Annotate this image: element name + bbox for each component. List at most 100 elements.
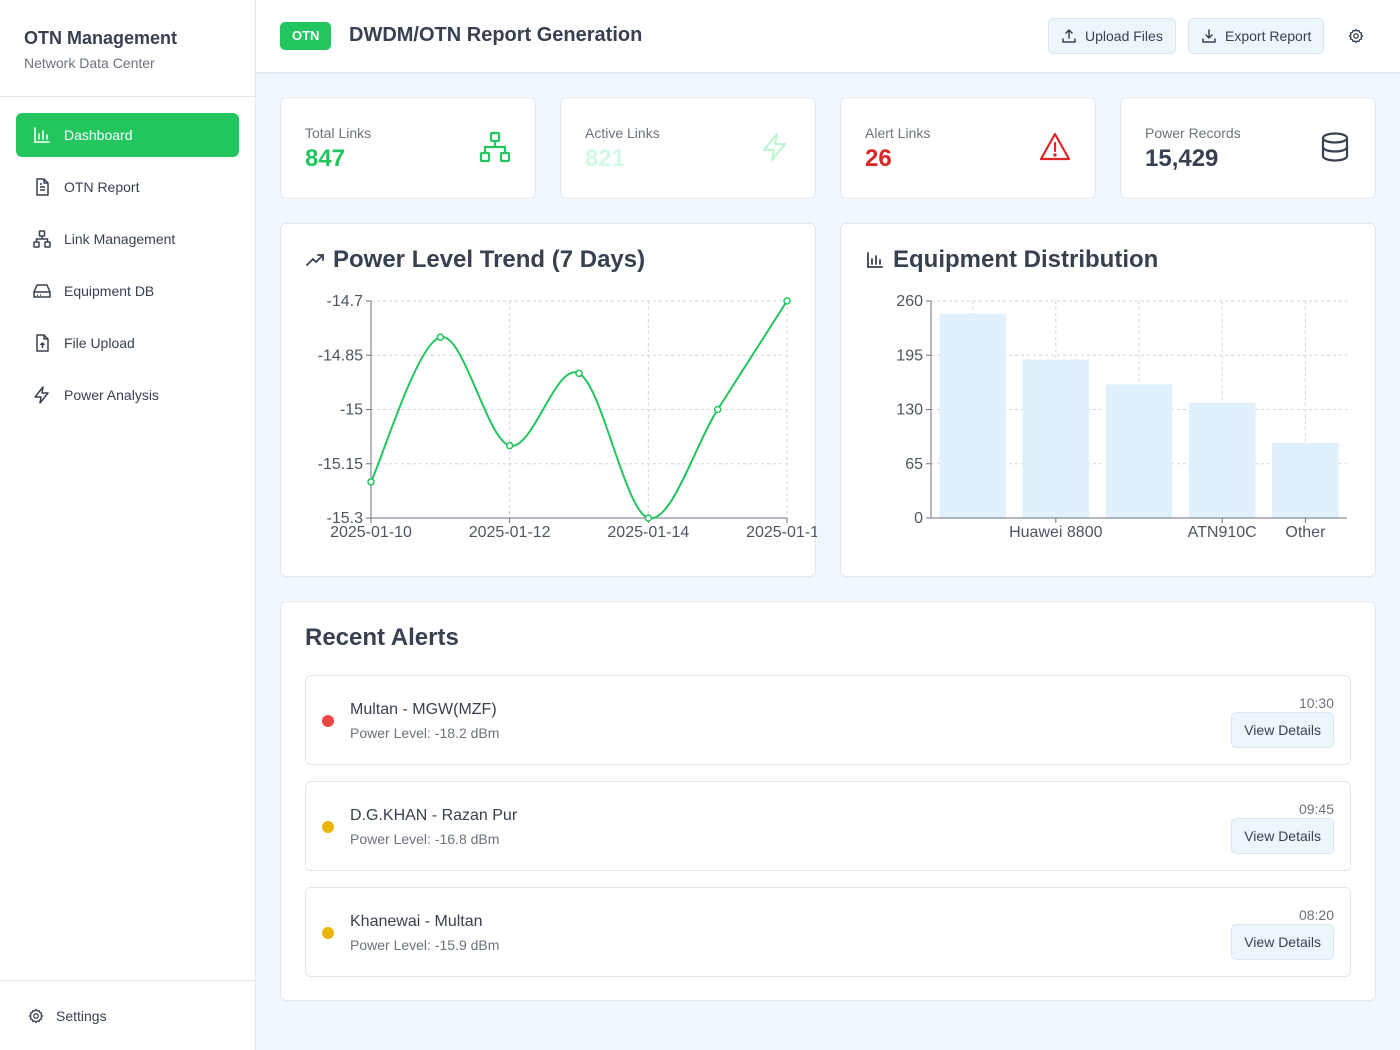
- stat-card-alert-links: Alert Links 26: [840, 97, 1096, 199]
- alert-status-dot: [322, 927, 334, 939]
- equipment-distribution-card: Equipment Distribution 260 195 130 65 0 Huawe…: [840, 223, 1376, 577]
- bar: [1105, 384, 1173, 518]
- bar: [939, 313, 1006, 518]
- line-chart-grid: [366, 300, 788, 523]
- stat-value: 26: [865, 145, 892, 172]
- sidebar-item-dashboard[interactable]: Dashboard: [16, 113, 239, 157]
- alert-time: 08:20: [1298, 907, 1334, 923]
- x-tick-label: 2025-01-16: [746, 524, 817, 541]
- y-tick-label: -14.85: [318, 347, 363, 364]
- upload-icon: [1061, 28, 1077, 44]
- header-settings-button[interactable]: [1346, 26, 1366, 46]
- sidebar-item-label: Power Analysis: [64, 387, 159, 403]
- alert-power-level: Power Level: -15.9 dBm: [350, 937, 500, 953]
- warning-icon: [1039, 131, 1071, 163]
- bar: [1188, 402, 1256, 518]
- sidebar-settings[interactable]: Settings: [0, 980, 255, 1050]
- data-point: [783, 297, 791, 305]
- download-icon: [1201, 28, 1217, 44]
- alert-link-name: Multan - MGW(MZF): [350, 701, 497, 718]
- bar-chart-icon: [865, 250, 885, 270]
- alert-link-name: D.G.KHAN - Razan Pur: [350, 807, 518, 824]
- sidebar: OTN Management Network Data Center Dashb…: [0, 0, 256, 1050]
- lightning-icon: [759, 131, 791, 163]
- sidebar-item-label: File Upload: [64, 335, 135, 351]
- network-icon: [32, 229, 52, 249]
- sidebar-item-label: OTN Report: [64, 179, 140, 195]
- recent-alerts-card: Recent Alerts Multan - MGW(MZF) Power Le…: [280, 601, 1376, 1001]
- bar: [1022, 359, 1090, 518]
- export-report-label: Export Report: [1225, 28, 1312, 44]
- y-tick-label: -15.3: [327, 510, 364, 527]
- sidebar-item-power-analysis[interactable]: Power Analysis: [16, 373, 239, 417]
- equipment-title-text: Equipment Distribution: [893, 246, 1159, 273]
- y-tick-label: -14.7: [327, 293, 364, 310]
- stat-label: Total Links: [305, 125, 372, 141]
- document-icon: [32, 177, 52, 197]
- alert-status-dot: [322, 715, 334, 727]
- y-tick-label: -15.15: [318, 456, 363, 473]
- sidebar-item-label: Equipment DB: [64, 283, 155, 299]
- stat-card-total-links: Total Links 847: [280, 97, 536, 199]
- bar-chart-icon: [32, 125, 52, 145]
- stat-label: Power Records: [1145, 125, 1241, 141]
- x-tick-label: 2025-01-14: [607, 524, 689, 541]
- x-tick-label: ATN910C: [1188, 524, 1257, 541]
- stat-label: Alert Links: [865, 125, 931, 141]
- upload-files-label: Upload Files: [1085, 28, 1163, 44]
- data-point: [505, 441, 514, 450]
- view-details-button[interactable]: View Details: [1231, 818, 1334, 854]
- view-details-button[interactable]: View Details: [1231, 712, 1334, 748]
- alert-status-dot: [322, 821, 334, 833]
- database-icon: [1319, 131, 1351, 163]
- data-point: [436, 333, 445, 341]
- y-tick-label: -15: [340, 402, 363, 419]
- recent-alerts-title: Recent Alerts: [305, 624, 459, 651]
- trending-up-icon: [305, 250, 325, 270]
- gear-icon: [1348, 28, 1364, 44]
- bar: [1272, 442, 1339, 518]
- power-trend-title-text: Power Level Trend (7 Days): [333, 246, 646, 273]
- data-point: [713, 405, 722, 414]
- alert-item: D.G.KHAN - Razan Pur Power Level: -16.8 …: [305, 781, 1351, 871]
- network-icon: [479, 131, 511, 163]
- x-tick-label: Other: [1285, 524, 1326, 541]
- sidebar-item-file-upload[interactable]: File Upload: [16, 321, 239, 365]
- stat-label: Active Links: [585, 125, 660, 141]
- y-tick-label: 260: [896, 293, 923, 310]
- sidebar-item-label: Dashboard: [64, 127, 133, 143]
- stat-value: 15,429: [1145, 145, 1219, 172]
- sidebar-item-equipment-db[interactable]: Equipment DB: [16, 269, 239, 313]
- equipment-title: Equipment Distribution: [865, 246, 1158, 274]
- equipment-bar-chart: 260 195 130 65 0 Huawei 8800 ATN910C Other: [896, 293, 1347, 541]
- header: OTN DWDM/OTN Report Generation Upload Fi…: [256, 0, 1400, 73]
- stat-value: 847: [305, 145, 346, 172]
- y-tick-label: 130: [896, 402, 923, 419]
- otn-badge: OTN: [280, 22, 332, 50]
- data-point: [644, 514, 653, 522]
- power-trend-title: Power Level Trend (7 Days): [305, 246, 645, 274]
- sidebar-item-otn-report[interactable]: OTN Report: [16, 165, 239, 209]
- upload-files-button[interactable]: Upload Files: [1048, 18, 1176, 54]
- data-point: [367, 478, 375, 486]
- export-report-button[interactable]: Export Report: [1188, 18, 1325, 54]
- stat-card-active-links: Active Links 821: [560, 97, 816, 199]
- y-tick-label: 195: [896, 347, 923, 364]
- power-trend-card: Power Level Trend (7 Days) -14.7 -14.85 -1…: [280, 223, 817, 577]
- alert-power-level: Power Level: -18.2 dBm: [350, 725, 500, 741]
- stat-value: 821: [585, 145, 626, 172]
- alert-link-name: Khanewai - Multan: [350, 913, 483, 930]
- alert-power-level: Power Level: -16.8 dBm: [350, 831, 500, 847]
- brand-subtitle: Network Data Center: [24, 55, 155, 71]
- x-tick-label: Huawei 8800: [1009, 524, 1103, 541]
- file-upload-icon: [32, 333, 52, 353]
- view-details-button[interactable]: View Details: [1231, 924, 1334, 960]
- brand-title: OTN Management: [24, 28, 178, 48]
- sidebar-nav: Dashboard OTN Report Link Management Equ…: [0, 97, 255, 417]
- alert-item: Khanewai - Multan Power Level: -15.9 dBm…: [305, 887, 1351, 977]
- gear-icon: [28, 1007, 44, 1024]
- x-tick-label: 2025-01-10: [330, 524, 412, 541]
- y-tick-label: 0: [914, 510, 923, 527]
- sidebar-item-link-management[interactable]: Link Management: [16, 217, 239, 261]
- hard-drive-icon: [32, 281, 52, 301]
